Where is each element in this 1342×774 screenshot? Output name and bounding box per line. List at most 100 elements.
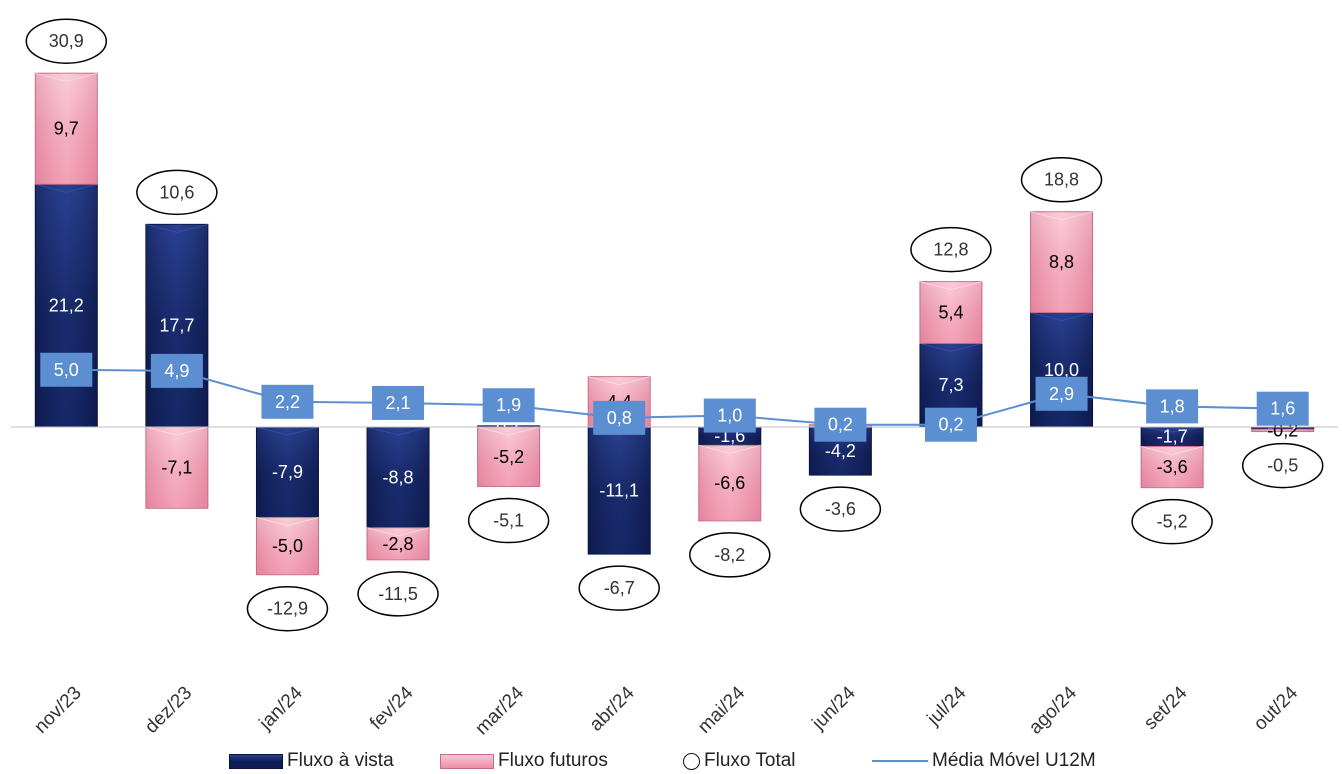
spot-value-label: 7,3	[938, 375, 963, 395]
futures-value-label: -5,0	[272, 536, 303, 556]
x-tick-label: nov/23	[31, 683, 86, 738]
moving-average-point	[703, 398, 756, 433]
futures-value-label: 5,4	[938, 303, 963, 323]
total-marker	[25, 18, 108, 64]
legend-swatch-spot	[229, 753, 283, 769]
total-value-label: -12,9	[267, 599, 308, 619]
moving-average-label: 2,1	[386, 393, 411, 413]
spot-bar	[255, 426, 319, 518]
total-marker	[910, 226, 992, 273]
spot-value-label: -11,1	[599, 481, 639, 501]
spot-value-label: -4,2	[825, 441, 856, 461]
legend-swatch-total	[683, 752, 700, 770]
total-value-label: 12,8	[933, 240, 968, 260]
total-marker	[1241, 442, 1324, 489]
x-tick-label: out/24	[1250, 682, 1303, 735]
futures-bar	[1140, 445, 1204, 489]
moving-average-point	[1256, 391, 1309, 426]
x-tick-label: mai/24	[694, 682, 749, 737]
futures-bar	[919, 281, 983, 344]
total-value-label: -3,6	[825, 499, 856, 519]
moving-average-label: 2,9	[1049, 384, 1074, 404]
spot-value-label: -7,9	[272, 462, 303, 482]
x-tick-label: jun/24	[808, 682, 860, 734]
x-tick-label: fev/24	[366, 682, 418, 734]
futures-value-label: -3,6	[1157, 457, 1188, 477]
total-value-label: -11,5	[378, 584, 418, 604]
total-marker	[1020, 156, 1103, 203]
x-tick-label: jan/24	[255, 682, 307, 734]
legend-item-spot: Fluxo à vista	[229, 750, 394, 772]
moving-average-label: 2,2	[275, 392, 300, 412]
spot-value-label: 17,7	[159, 316, 194, 336]
legend-item-total: Fluxo Total	[683, 750, 796, 772]
spot-bar	[366, 426, 430, 529]
legend-swatch-futures	[440, 753, 494, 769]
moving-average-label: 1,6	[1270, 399, 1295, 419]
x-tick-label: ago/24	[1025, 682, 1081, 738]
legend-label-ma: Média Móvel U12M	[932, 750, 1096, 771]
total-value-label: 30,9	[49, 31, 84, 51]
futures-bar	[1251, 428, 1315, 433]
legend-item-futures: Fluxo futuros	[440, 750, 608, 772]
total-value-label: 18,8	[1044, 170, 1079, 190]
total-marker	[246, 585, 329, 632]
total-marker	[689, 532, 771, 578]
x-tick-label: abr/24	[586, 682, 639, 735]
total-marker	[799, 486, 882, 532]
total-value-label: -8,2	[714, 545, 745, 565]
futures-value-label: 8,8	[1049, 252, 1074, 272]
moving-average-point	[40, 352, 93, 387]
moving-average-point	[150, 353, 203, 388]
total-marker	[1131, 498, 1213, 545]
moving-average-label: 0,2	[938, 415, 963, 435]
total-marker	[578, 565, 660, 611]
moving-average-label: 0,8	[607, 408, 632, 428]
futures-bar	[698, 444, 762, 522]
legend-label-spot: Fluxo à vista	[287, 750, 394, 771]
legend: Fluxo à vista Fluxo futuros Fluxo Total …	[0, 746, 1342, 774]
chart-canvas: 21,29,717,7-7,1 -7,9-5,0-8,8-2,80,1-5,2-1…	[11, 18, 1338, 739]
legend-label-futures: Fluxo futuros	[498, 750, 608, 771]
legend-swatch-ma	[872, 760, 928, 762]
moving-average-label: 1,8	[1160, 396, 1185, 416]
moving-average-point	[593, 400, 646, 435]
futures-bar	[145, 426, 209, 509]
moving-average-point	[372, 385, 425, 420]
legend-label-total: Fluxo Total	[704, 750, 796, 771]
moving-average-point	[814, 407, 867, 442]
futures-bar	[477, 426, 541, 488]
x-tick-label: jul/24	[923, 682, 971, 730]
moving-average-label: 4,9	[164, 361, 189, 381]
x-tick-label: set/24	[1140, 682, 1192, 734]
moving-average-line	[66, 368, 1283, 426]
total-value-label: -5,1	[493, 511, 524, 531]
total-value-label: -6,7	[604, 578, 635, 598]
futures-bar	[34, 72, 98, 185]
moving-average-point	[261, 384, 314, 419]
total-marker	[467, 497, 550, 544]
moving-average-point	[482, 388, 535, 423]
futures-bar	[366, 527, 430, 561]
spot-value-label: 10,0	[1044, 360, 1079, 380]
total-marker	[357, 571, 439, 617]
futures-value-label: 9,7	[54, 119, 79, 139]
futures-bar	[1030, 211, 1094, 314]
moving-average-label: 1,9	[496, 395, 521, 415]
spot-value-label: -1,7	[1157, 427, 1188, 447]
moving-average-point	[1035, 376, 1088, 411]
spot-bar	[1140, 426, 1204, 447]
moving-average-label: 1,0	[717, 406, 742, 426]
moving-average-point	[924, 407, 977, 442]
futures-bar	[255, 516, 319, 576]
spot-value-label: -8,8	[383, 467, 414, 487]
total-value-label: -0,5	[1267, 456, 1298, 476]
spot-bar	[587, 426, 651, 555]
futures-value-label: -2,8	[383, 534, 414, 554]
moving-average-label: 0,2	[828, 415, 853, 435]
futures-value-label: -7,1	[161, 458, 192, 478]
spot-value-label: 21,2	[49, 296, 84, 316]
x-tick-label: mar/24	[471, 682, 528, 739]
futures-value-label: -5,2	[493, 447, 524, 467]
